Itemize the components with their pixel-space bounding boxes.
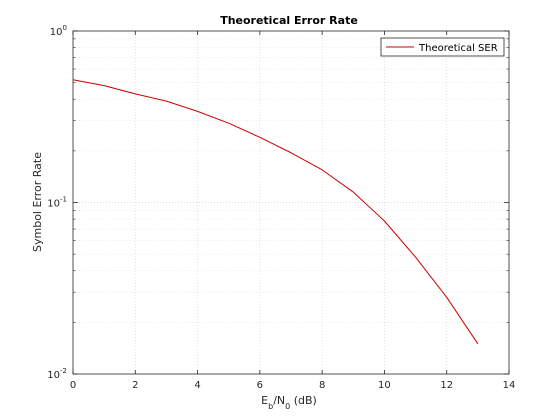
- plot-area: [73, 31, 509, 374]
- y-tick-label-base: 10: [47, 370, 60, 381]
- data-point: [291, 152, 292, 153]
- data-point: [477, 343, 478, 344]
- x-tick-label: 6: [257, 380, 263, 391]
- data-point: [322, 169, 323, 170]
- x-axis-label-sub2: 0: [285, 402, 290, 411]
- x-tick-label: 4: [194, 380, 200, 391]
- legend-label-theoretical-ser: Theoretical SER: [418, 43, 498, 54]
- legend-box: [380, 37, 505, 57]
- x-tick-label: 12: [440, 380, 453, 391]
- y-tick-label-exponent: 0: [63, 24, 67, 32]
- data-point: [384, 221, 385, 222]
- x-axis-label-tail: (dB): [290, 394, 317, 407]
- data-point: [446, 297, 447, 298]
- x-axis-label: Eb/N0 (dB): [261, 394, 317, 411]
- series-line-theoretical-ser: [72, 79, 479, 345]
- y-tick-label: 10-2: [47, 367, 67, 381]
- grid-layer: [73, 31, 509, 374]
- y-tick-label: 100: [50, 24, 67, 38]
- data-point: [415, 257, 416, 258]
- plot-frame: [72, 30, 510, 375]
- x-tick-label: 2: [132, 380, 138, 391]
- y-tick-label-base: 10: [47, 199, 60, 210]
- y-tick-label: 10-1: [47, 196, 67, 210]
- data-point: [353, 192, 354, 193]
- x-tick-label: 10: [378, 380, 391, 391]
- x-axis-label-mid: /N: [273, 394, 285, 407]
- data-point: [259, 137, 260, 138]
- x-tick-labels: 0 2 4 6 8 10 12 14: [70, 380, 516, 391]
- data-point: [166, 101, 167, 102]
- legend: Theoretical SER: [380, 37, 505, 57]
- x-tick-label: 8: [319, 380, 325, 391]
- data-point: [104, 85, 105, 86]
- y-tick-label-exponent: -1: [60, 196, 67, 204]
- data-point: [228, 123, 229, 124]
- y-tick-label-exponent: -2: [60, 367, 67, 375]
- y-tick-label-base: 10: [50, 27, 63, 38]
- data-point: [135, 93, 136, 94]
- x-axis-label-main: E: [261, 394, 268, 407]
- y-axis-label: Symbol Error Rate: [31, 152, 44, 252]
- chart-title: Theoretical Error Rate: [220, 14, 358, 27]
- series-layer: [72, 79, 479, 345]
- x-tick-label: 14: [503, 380, 516, 391]
- x-tick-label: 0: [70, 380, 76, 391]
- x-axis-label-sub1: b: [268, 402, 273, 411]
- data-point: [197, 111, 198, 112]
